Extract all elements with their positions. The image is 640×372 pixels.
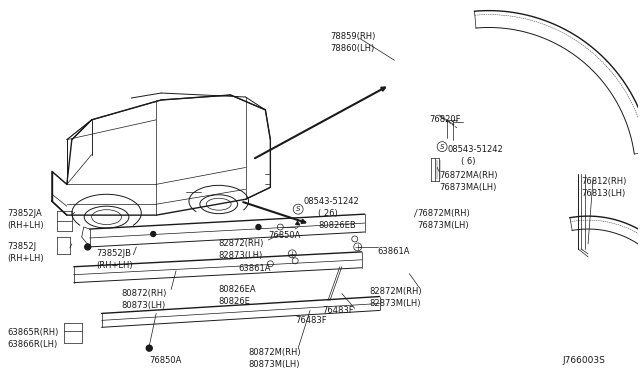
Text: 80826EA: 80826EA	[219, 285, 257, 294]
Text: ( 6): ( 6)	[461, 157, 476, 166]
Text: 76873MA(LH): 76873MA(LH)	[439, 183, 497, 192]
Text: 78860(LH): 78860(LH)	[330, 44, 374, 53]
Text: 63865R(RH): 63865R(RH)	[7, 328, 59, 337]
Text: 82872(RH): 82872(RH)	[219, 239, 264, 248]
Text: S: S	[440, 144, 444, 150]
Text: 76820F: 76820F	[429, 115, 461, 124]
Text: 76872MA(RH): 76872MA(RH)	[439, 171, 498, 180]
Text: 08543-51242: 08543-51242	[303, 197, 359, 206]
Text: 80826E: 80826E	[219, 296, 251, 305]
Text: 80872M(RH): 80872M(RH)	[248, 348, 301, 357]
Text: (RH+LH): (RH+LH)	[7, 254, 44, 263]
Text: J766003S: J766003S	[562, 356, 605, 365]
Circle shape	[256, 225, 261, 230]
Text: 76812(RH): 76812(RH)	[581, 177, 627, 186]
Circle shape	[84, 244, 91, 250]
Text: 76873M(LH): 76873M(LH)	[417, 221, 469, 230]
Text: 63866R(LH): 63866R(LH)	[7, 340, 58, 349]
Text: 80873(LH): 80873(LH)	[122, 301, 166, 310]
Text: 73852J: 73852J	[7, 242, 36, 251]
Text: 73852JA: 73852JA	[7, 209, 42, 218]
Text: 80826EB: 80826EB	[318, 221, 356, 230]
Text: 08543-51242: 08543-51242	[447, 145, 503, 154]
Text: 63861A: 63861A	[239, 264, 271, 273]
Text: 80872(RH): 80872(RH)	[122, 289, 167, 298]
Circle shape	[151, 231, 156, 237]
Text: 82873(LH): 82873(LH)	[219, 251, 263, 260]
Text: ( 26): ( 26)	[318, 209, 338, 218]
Text: 82873M(LH): 82873M(LH)	[370, 298, 421, 308]
Text: (RH+LH): (RH+LH)	[97, 261, 133, 270]
Text: 76850A: 76850A	[268, 231, 301, 240]
Text: (RH+LH): (RH+LH)	[7, 221, 44, 230]
Text: 73852JB: 73852JB	[97, 249, 132, 258]
Text: 80873M(LH): 80873M(LH)	[248, 360, 300, 369]
Text: 78859(RH): 78859(RH)	[330, 32, 375, 41]
Text: 63861A: 63861A	[378, 247, 410, 256]
Text: 76483F: 76483F	[295, 317, 327, 326]
Text: 76483F: 76483F	[322, 307, 354, 315]
Text: 76813(LH): 76813(LH)	[581, 189, 625, 198]
Text: 76850A: 76850A	[149, 356, 182, 365]
Text: S: S	[296, 206, 300, 212]
Text: 76872M(RH): 76872M(RH)	[417, 209, 470, 218]
Circle shape	[147, 345, 152, 351]
Text: 82872M(RH): 82872M(RH)	[370, 286, 422, 296]
